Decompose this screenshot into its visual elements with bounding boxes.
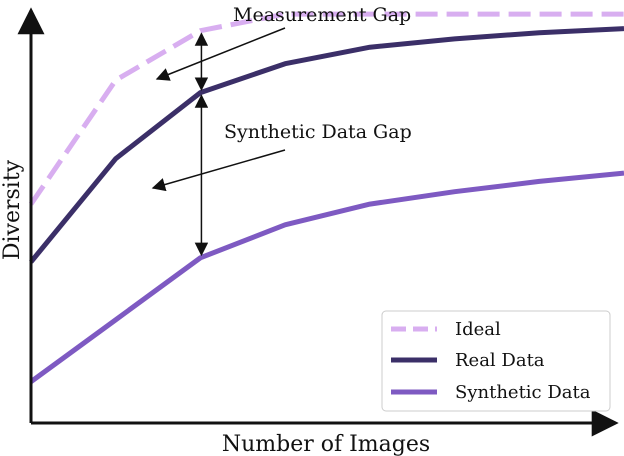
series-line-real-data — [29, 26, 624, 264]
measurement-gap-pointer — [155, 27, 286, 81]
y-axis-label: Diversity — [0, 159, 25, 260]
series-line-synthetic-data — [29, 170, 624, 384]
legend-label-synthetic-data: Synthetic Data — [455, 382, 591, 403]
x-axis-label: Number of Images — [222, 432, 430, 456]
legend-label-real-data: Real Data — [455, 350, 545, 371]
legend: Ideal Real Data Synthetic Data — [381, 310, 611, 412]
series-layer — [28, 11, 624, 384]
synthetic-data-gap-label: Synthetic Data Gap — [224, 121, 412, 143]
synthetic-data-gap-pointer — [151, 149, 286, 192]
legend-label-ideal: Ideal — [455, 319, 501, 340]
legend-box — [381, 310, 611, 412]
annotation-layer: Measurement Gap Synthetic Data Gap — [151, 4, 412, 257]
series-line-ideal — [28, 11, 624, 206]
measurement-gap-label: Measurement Gap — [233, 4, 411, 26]
